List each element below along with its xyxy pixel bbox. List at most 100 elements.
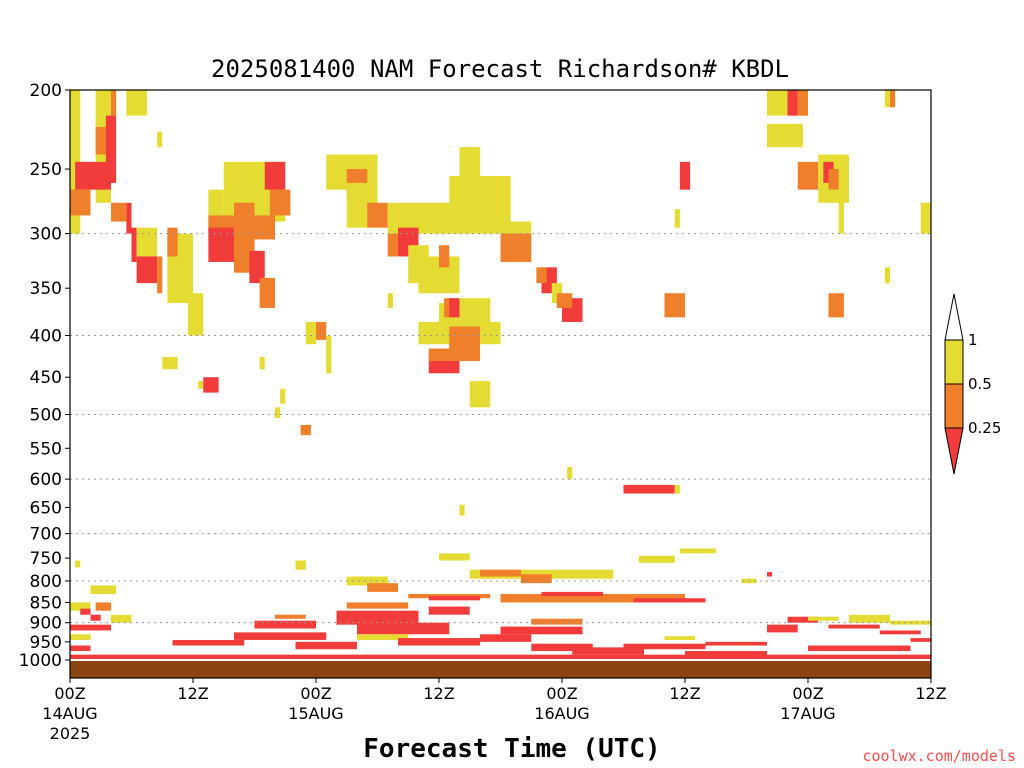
heatmap-cell bbox=[767, 123, 798, 148]
colorbar-label: 0.5 bbox=[968, 375, 992, 393]
colorbar-legend: 1 0.5 0.25 bbox=[944, 293, 1001, 475]
heatmap-cell bbox=[136, 227, 158, 257]
heatmap-cell bbox=[679, 161, 691, 190]
x-tick-label: 12Z bbox=[915, 684, 946, 703]
heatmap-cell bbox=[75, 560, 81, 568]
heatmap-cell bbox=[198, 381, 204, 389]
heatmap-cell bbox=[920, 202, 931, 234]
heatmap-cell bbox=[157, 131, 163, 148]
heatmap-cell bbox=[469, 381, 491, 408]
heatmap-cell bbox=[428, 596, 480, 601]
heatmap-cell bbox=[70, 90, 81, 234]
heatmap-cell bbox=[623, 484, 675, 494]
colorbar-top-arrow bbox=[944, 293, 964, 341]
heatmap-cell bbox=[572, 647, 644, 655]
heatmap-cell bbox=[685, 651, 767, 657]
x-tick-year: 2025 bbox=[50, 724, 91, 743]
heatmap-cell bbox=[259, 277, 275, 308]
heatmap-cell bbox=[70, 654, 931, 660]
colorbar-label: 0.25 bbox=[968, 419, 1001, 437]
heatmap-cell bbox=[357, 622, 450, 635]
y-tick-label: 950 bbox=[30, 633, 62, 653]
heatmap-cell bbox=[295, 641, 357, 650]
heatmap-cell bbox=[105, 115, 117, 183]
heatmap-cell bbox=[705, 641, 767, 646]
heatmap-cell bbox=[70, 189, 91, 216]
heatmap-cell bbox=[167, 227, 178, 257]
heatmap-cell bbox=[208, 227, 234, 262]
heatmap-cell bbox=[541, 591, 603, 597]
heatmap-cell bbox=[808, 616, 839, 621]
heatmap-cell bbox=[172, 639, 245, 646]
heatmap-cell bbox=[797, 90, 808, 116]
heatmap-cell bbox=[316, 321, 327, 340]
x-tick-date: 15AUG bbox=[288, 704, 343, 723]
heatmap-cell bbox=[70, 634, 91, 640]
heatmap-cell bbox=[275, 614, 306, 619]
heatmap-cell bbox=[126, 90, 147, 116]
heatmap-cell bbox=[111, 202, 127, 222]
heatmap-cell bbox=[90, 614, 101, 621]
heatmap-cell bbox=[203, 377, 219, 393]
heatmap-cell bbox=[536, 267, 547, 284]
heatmap-cell bbox=[449, 326, 480, 349]
heatmap-cell bbox=[679, 548, 716, 554]
y-tick-label: 850 bbox=[30, 593, 62, 613]
heatmap-cell bbox=[797, 161, 819, 190]
heatmap-cell bbox=[111, 614, 132, 623]
y-tick-label: 500 bbox=[30, 406, 62, 426]
heatmap-cell bbox=[111, 90, 117, 116]
heatmap-cell bbox=[280, 388, 286, 404]
heatmap-cell bbox=[459, 298, 491, 322]
x-tick-label: 00Z bbox=[54, 684, 85, 703]
heatmap-cell bbox=[674, 209, 680, 228]
y-tick-label: 550 bbox=[30, 439, 62, 459]
heatmap-cell bbox=[300, 424, 311, 436]
heatmap-cell bbox=[346, 602, 409, 609]
y-tick-label: 450 bbox=[30, 368, 62, 388]
y-tick-label: 200 bbox=[30, 81, 62, 101]
y-tick-label: 400 bbox=[30, 326, 62, 346]
heatmap-cell bbox=[295, 560, 306, 570]
heatmap-cell bbox=[70, 645, 91, 652]
heatmap-cell bbox=[326, 335, 332, 374]
heatmap-cell bbox=[459, 504, 465, 516]
heatmap-cell bbox=[556, 293, 573, 308]
heatmap-cell bbox=[767, 572, 773, 577]
heatmap-cell bbox=[387, 293, 393, 308]
heatmap-cell bbox=[787, 90, 798, 116]
y-tick-label: 1000 bbox=[19, 651, 62, 671]
heatmap-cell bbox=[787, 616, 819, 623]
heatmap-cell bbox=[398, 638, 480, 646]
y-tick-label: 700 bbox=[30, 525, 62, 545]
x-axis-label: Forecast Time (UTC) bbox=[363, 734, 660, 764]
heatmap-cell bbox=[264, 161, 286, 190]
heatmap-cell bbox=[500, 233, 532, 262]
heatmap-cell bbox=[269, 189, 291, 216]
heatmap-cell bbox=[305, 321, 316, 345]
y-axis-ticks: 200 250 300 350 400 450 500 550 600 650 700 750 8008… bbox=[19, 81, 70, 671]
heatmap-cell bbox=[259, 356, 265, 370]
colorbar-segment bbox=[944, 383, 964, 429]
y-tick-label: 750 bbox=[30, 549, 62, 569]
heatmap-cell bbox=[95, 126, 106, 155]
heatmap-cell bbox=[234, 632, 327, 640]
heatmap-cell bbox=[884, 267, 890, 284]
heatmap-cell bbox=[828, 169, 839, 190]
heatmap-cell bbox=[531, 618, 583, 625]
heatmap-cell bbox=[838, 196, 844, 234]
heatmap-cell bbox=[767, 624, 798, 633]
chart-title: 2025081400 NAM Forecast Richardson# KBDL bbox=[211, 55, 789, 83]
y-tick-label: 650 bbox=[30, 498, 62, 518]
heatmap-cell bbox=[500, 594, 685, 603]
heatmap-cell bbox=[890, 90, 896, 108]
heatmap-cell bbox=[828, 293, 844, 318]
x-tick-date: 14AUG bbox=[42, 704, 97, 723]
heatmap-cell bbox=[849, 614, 890, 623]
y-tick-label: 250 bbox=[30, 160, 62, 180]
heatmap-cell bbox=[449, 298, 460, 318]
x-tick-label: 12Z bbox=[669, 684, 700, 703]
heatmap-cell bbox=[346, 576, 388, 586]
x-tick-label: 12Z bbox=[177, 684, 208, 703]
